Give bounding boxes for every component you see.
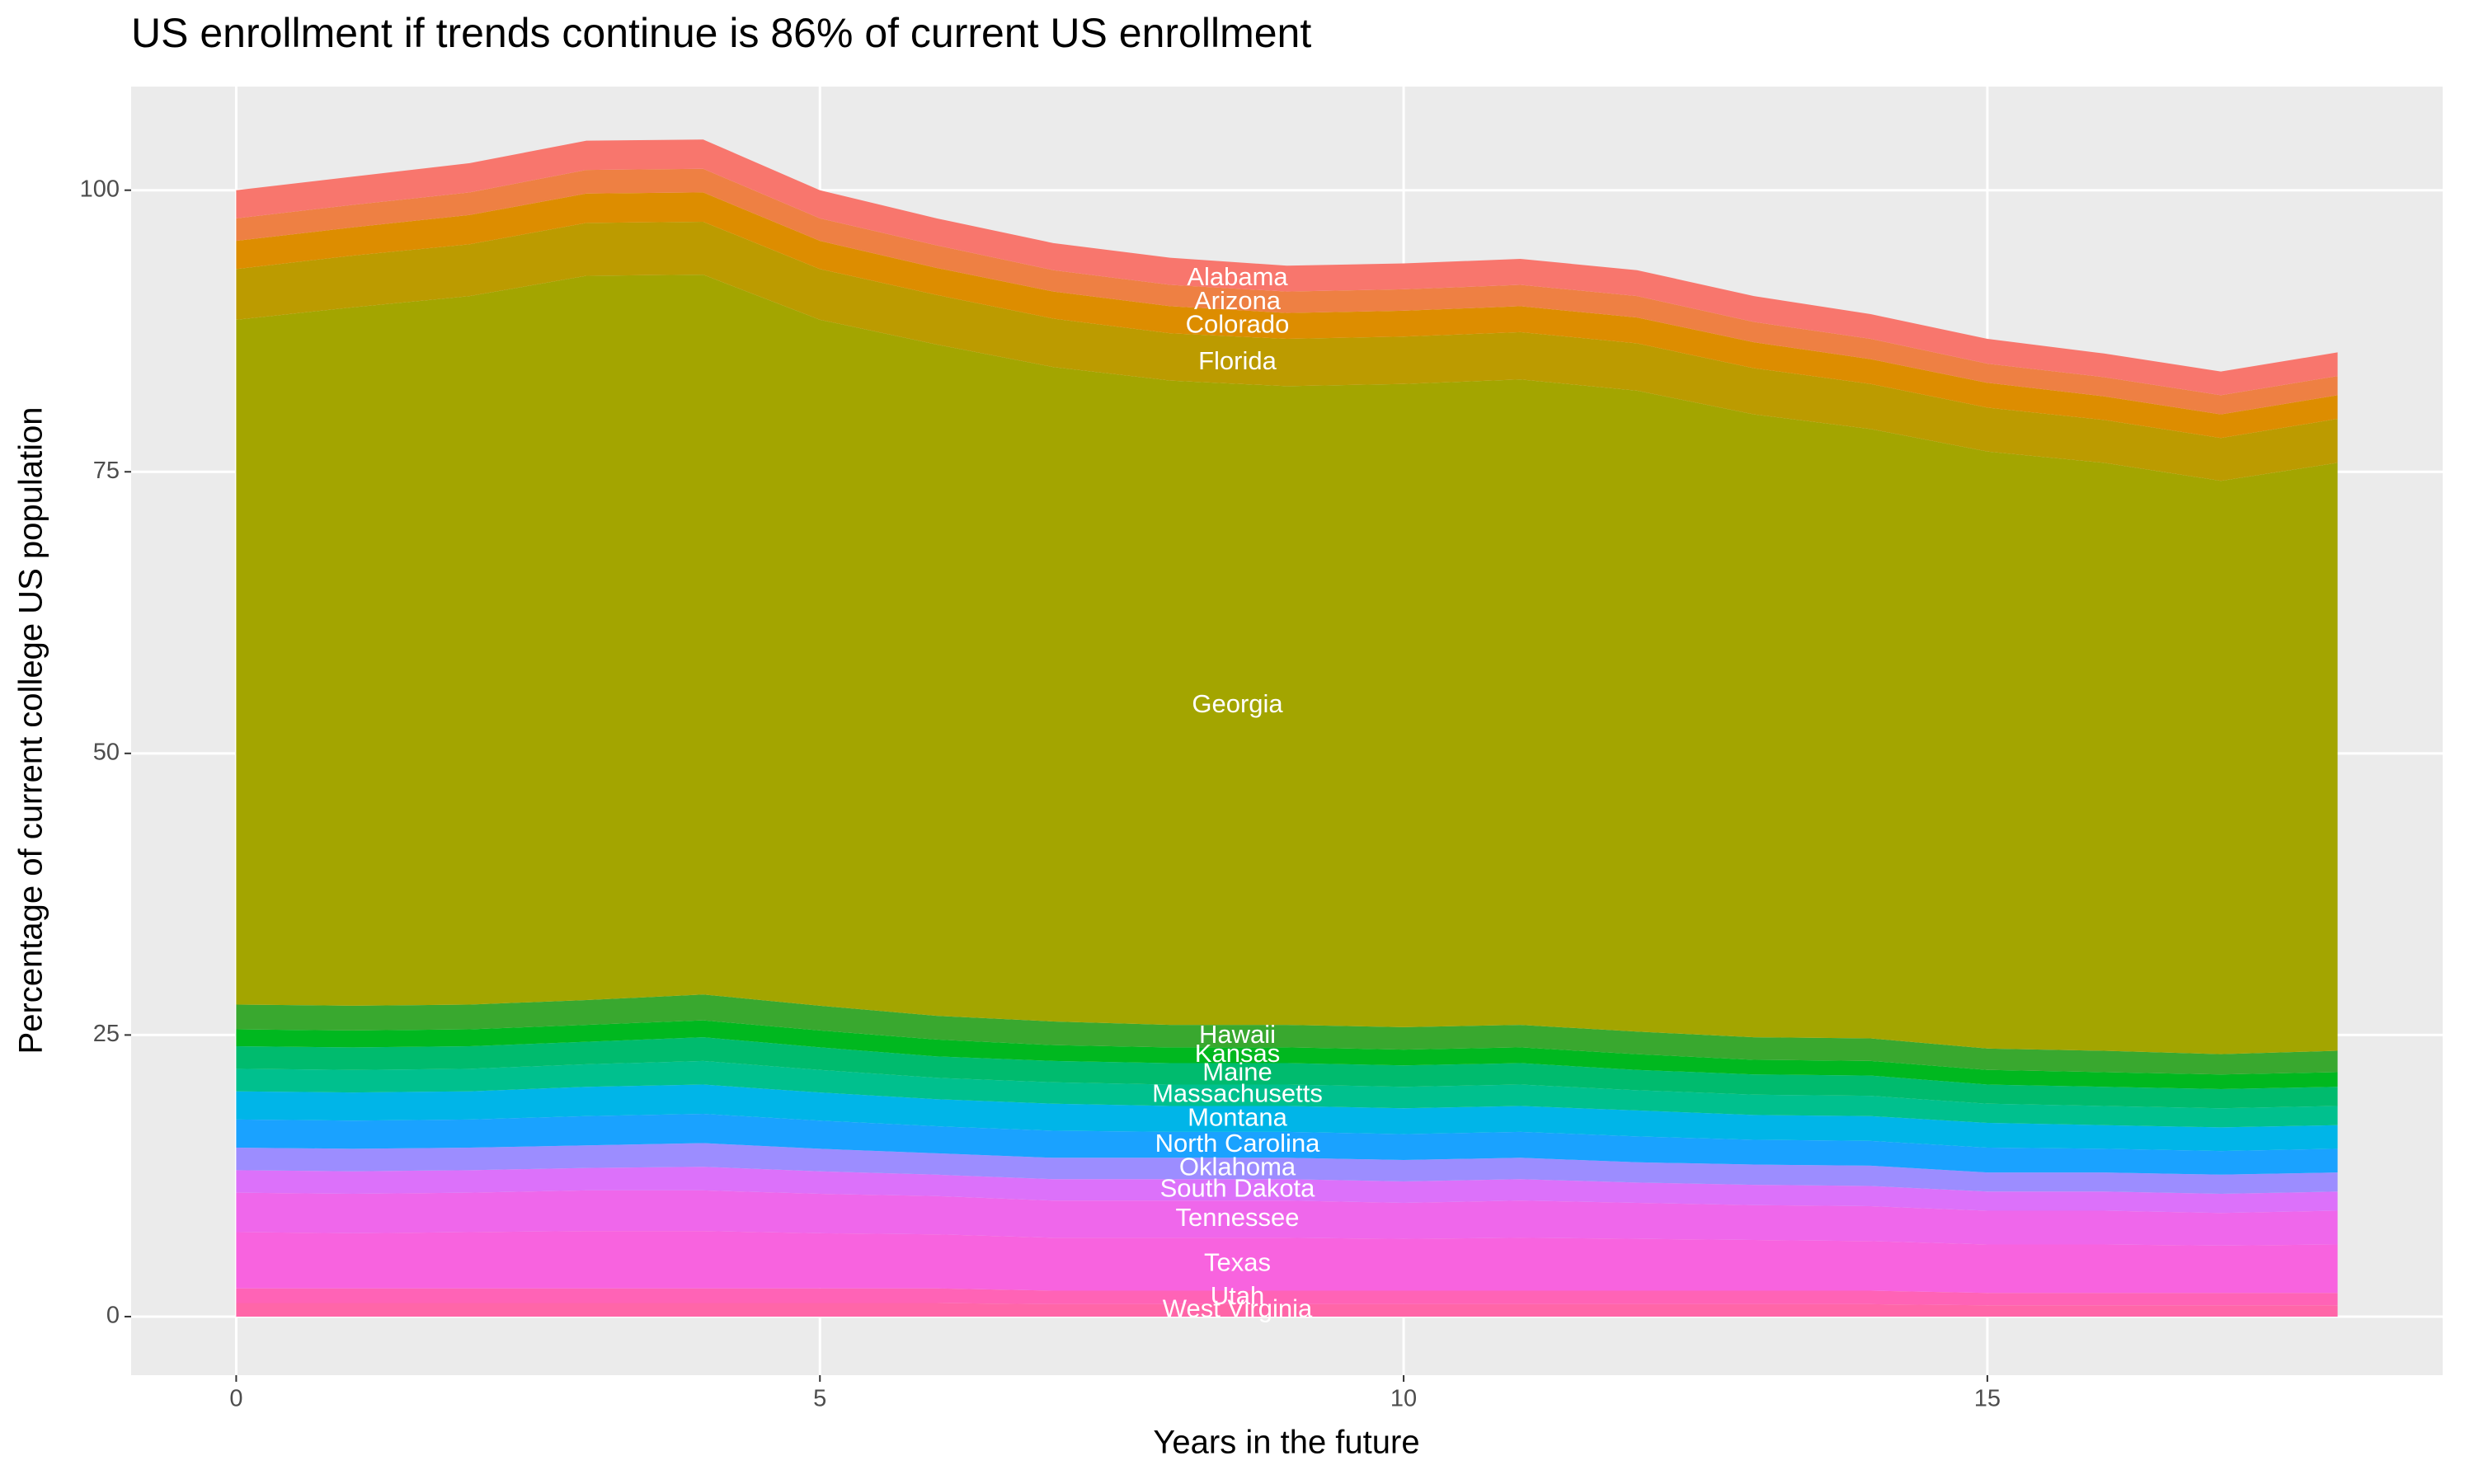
area	[236, 221, 2338, 481]
chart-title: US enrollment if trends continue is 86% …	[131, 10, 1311, 56]
x-tick-label: 5	[813, 1386, 826, 1412]
x-tick-label: 15	[1974, 1386, 2001, 1412]
series-label: Oklahoma	[1179, 1152, 1296, 1181]
series-label: Massachusetts	[1152, 1079, 1323, 1108]
y-tick-label: 100	[80, 176, 120, 202]
series-label: Arizona	[1194, 286, 1282, 315]
series-label: Florida	[1198, 346, 1277, 375]
y-tick-label: 25	[93, 1021, 120, 1047]
y-tick-label: 75	[93, 458, 120, 484]
area	[236, 1143, 2338, 1195]
areas	[236, 139, 2338, 1317]
area	[236, 1167, 2338, 1214]
x-tick-label: 0	[229, 1386, 242, 1412]
area	[236, 1303, 2338, 1317]
series-label: Montana	[1188, 1102, 1287, 1131]
area	[236, 1231, 2338, 1294]
series-label: North Carolina	[1155, 1129, 1321, 1158]
area	[236, 1190, 2338, 1246]
series-label: Hawaii	[1199, 1020, 1276, 1049]
y-tick-label: 50	[93, 739, 120, 765]
area	[236, 1288, 2338, 1306]
series-label: Kansas	[1195, 1039, 1280, 1068]
series-label: Texas	[1204, 1248, 1271, 1277]
x-axis-title: Years in the future	[1153, 1425, 1419, 1461]
series-label: West Virginia	[1163, 1294, 1313, 1323]
x-tick-label: 10	[1390, 1386, 1417, 1412]
area	[236, 1084, 2338, 1152]
series-label: Georgia	[1192, 689, 1283, 718]
series-label: Alabama	[1187, 262, 1288, 291]
axes: 0 25 50 75 100 0 5 10 15	[80, 176, 2001, 1411]
area	[236, 192, 2338, 439]
series-label: Tennessee	[1176, 1203, 1300, 1232]
area	[236, 275, 2338, 1054]
area	[236, 1060, 2338, 1128]
area	[236, 139, 2338, 396]
area	[236, 1037, 2338, 1109]
area	[236, 1114, 2338, 1175]
y-tick-label: 0	[106, 1303, 120, 1329]
area	[236, 168, 2338, 415]
area	[236, 994, 2338, 1075]
series-label: Utah	[1211, 1281, 1264, 1310]
area	[236, 1020, 2338, 1089]
series-label: Maine	[1202, 1058, 1272, 1087]
y-axis-title: Percentage of current college US populat…	[13, 407, 49, 1054]
series-label: South Dakota	[1160, 1173, 1316, 1202]
series-label: Colorado	[1186, 310, 1290, 339]
